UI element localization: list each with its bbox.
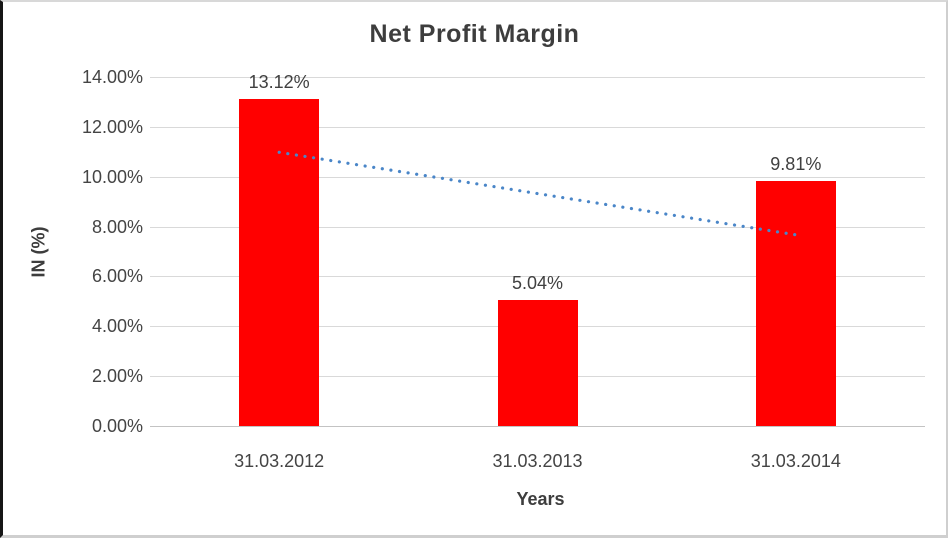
y-tick-label: 10.00% [81,166,143,187]
y-tick-label: 2.00% [91,366,143,387]
x-axis-line [150,426,925,427]
y-tick-label: 8.00% [91,216,143,237]
gridline [150,77,925,78]
bar [497,300,578,426]
x-axis-title: Years [516,489,565,509]
bar [239,98,320,426]
net-profit-margin-chart: Net Profit Margin IN (%) 0.00% 2.00% 4.00%… [3,2,946,535]
y-tick-label: 0.00% [91,416,143,436]
x-tick-label: 31.03.2013 [492,451,583,471]
chart-title: Net Profit Margin [369,20,580,48]
x-tick-label: 31.03.2014 [750,451,841,471]
gridline [150,276,925,278]
y-tick-label: 4.00% [91,316,143,337]
x-tick-label: 31.03.2012 [234,451,325,471]
gridline [150,126,925,128]
bar [755,181,836,426]
bar-value-label: 13.12% [248,71,310,92]
bar-value-label: 5.04% [511,273,564,294]
y-tick-label: 14.00% [81,67,143,87]
bar-value-label: 9.81% [770,154,822,175]
y-tick-label: 6.00% [91,266,143,287]
y-tick-label: 12.00% [81,116,143,137]
